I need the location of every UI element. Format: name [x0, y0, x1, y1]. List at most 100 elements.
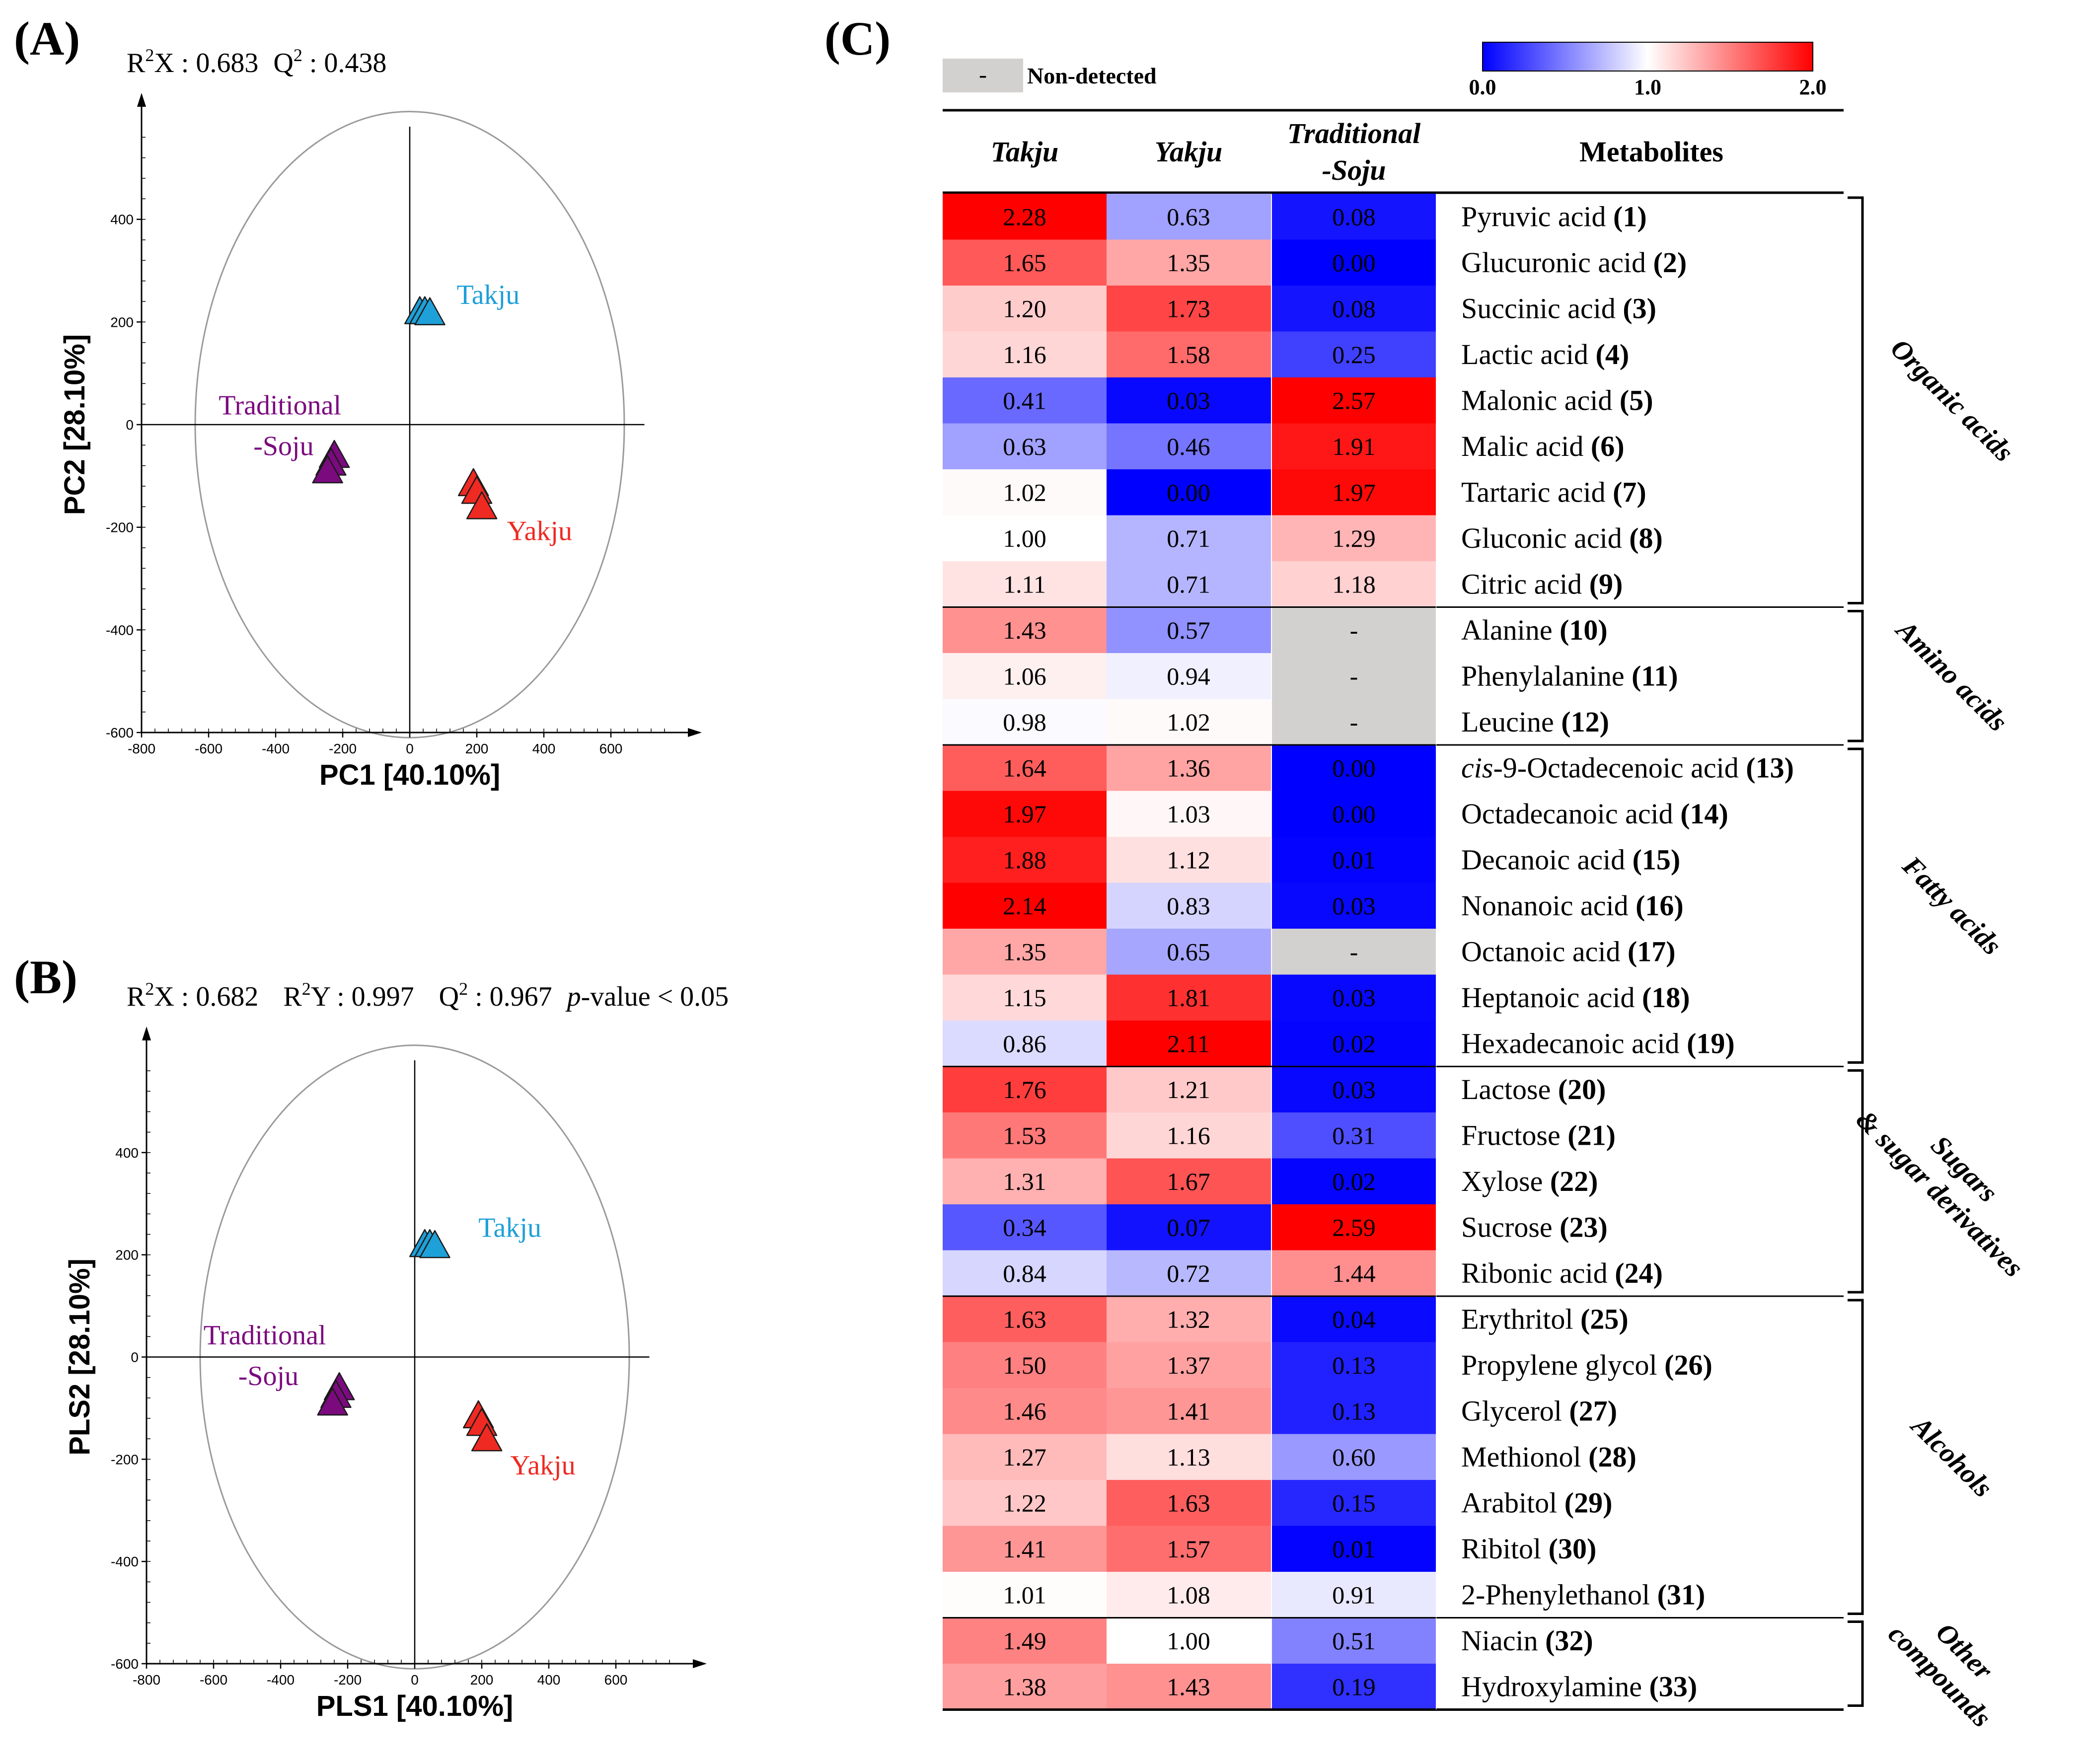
column-header-line2: -Soju: [1322, 154, 1386, 186]
heatmap-cell: [943, 1480, 1107, 1527]
metabolite-name: Gluconic acid (8): [1461, 522, 1663, 554]
heatmap-cell-value: 0.86: [1003, 1029, 1046, 1057]
heatmap-cell-value: 0.03: [1332, 892, 1376, 920]
heatmap-cell: [1107, 1480, 1271, 1527]
heatmap-cell: [1272, 1664, 1436, 1710]
heatmap-cell: [1107, 1066, 1271, 1113]
metabolite-name: Nonanoic acid (16): [1461, 889, 1684, 922]
y-tick-label: 0: [131, 1350, 139, 1365]
nd-swatch: [943, 59, 1023, 92]
heatmap-cell-value: 2.57: [1332, 386, 1376, 414]
heatmap-cell-value: 1.38: [1003, 1673, 1046, 1700]
group-label-line1: Traditional: [219, 390, 341, 421]
heatmap-cell: [1272, 515, 1436, 562]
heatmap-cell-value: 0.60: [1332, 1443, 1376, 1471]
heatmap-cell-value: 1.12: [1167, 846, 1210, 874]
heatmap-cell: [943, 469, 1107, 516]
heatmap-cell-value: 0.02: [1332, 1168, 1376, 1195]
heatmap-cell: [1107, 423, 1271, 470]
metabolite-name: Fructose (21): [1461, 1119, 1616, 1151]
heatmap-cell: [1272, 791, 1436, 837]
heatmap-cell-value: 0.51: [1332, 1627, 1376, 1655]
stats-line-b: R2X : 0.682 R2Y : 0.997 Q2 : 0.967 p-value …: [127, 979, 729, 1012]
column-header: Takju: [991, 136, 1058, 168]
heatmap-cell: [1272, 1066, 1436, 1113]
y-axis-arrow: [137, 93, 146, 107]
heatmap-cell-value: 1.35: [1167, 249, 1210, 277]
heatmap-cell: [1107, 331, 1271, 378]
group-label-line2: -Soju: [238, 1361, 298, 1392]
heatmap-cell-value: 0.83: [1167, 892, 1210, 920]
metabolite-name: Lactose (20): [1461, 1073, 1606, 1105]
group-label: Yakju: [507, 516, 572, 547]
heatmap-cell: [1272, 1112, 1436, 1159]
heatmap-cell: [1107, 469, 1271, 516]
heatmap-cell-value: -: [1350, 662, 1358, 690]
heatmap-cell: [1107, 882, 1271, 929]
heatmap-cell-value: 0.02: [1332, 1029, 1376, 1057]
nd-swatch-marker: -: [979, 62, 987, 88]
heatmap-cell: [943, 974, 1107, 1021]
heatmap-cell-value: 1.43: [1167, 1673, 1210, 1700]
x-tick-label: -400: [267, 1672, 295, 1688]
heatmap-cell-value: 2.28: [1003, 203, 1046, 230]
heatmap-cell: [1107, 1158, 1271, 1205]
metabolite-name: 2-Phenylethanol (31): [1461, 1578, 1705, 1611]
heatmap-cell: [943, 653, 1107, 700]
heatmap-cell: [1272, 607, 1436, 654]
heatmap-cell-value: 1.02: [1167, 708, 1210, 736]
group-bracket: [1848, 747, 1864, 1064]
heatmap-cell-value: 0.84: [1003, 1259, 1046, 1287]
y-tick-label: -600: [106, 725, 134, 740]
heatmap-cell: [1107, 929, 1271, 975]
heatmap-cell: [1272, 699, 1436, 745]
metabolite-heatmap: - Non-detected 0.0 1.0 2.0 Takju Yakju Traditio…: [943, 42, 2029, 1733]
heatmap-cell-value: 0.00: [1332, 800, 1376, 828]
heatmap-cell-value: 0.91: [1332, 1581, 1376, 1609]
heatmap-cell-value: 0.25: [1332, 341, 1376, 368]
group-label: Organic acids: [1884, 333, 2019, 468]
heatmap-cell: [1272, 1204, 1436, 1251]
stat-b-q2: 0.967: [490, 981, 552, 1012]
heatmap-cell: [1107, 974, 1271, 1021]
heatmap-cell: [1272, 1388, 1436, 1435]
column-header-line1: Traditional: [1287, 117, 1421, 149]
heatmap-cell: [943, 1388, 1107, 1435]
heatmap-cell-value: 0.71: [1167, 524, 1210, 552]
metabolite-name: Xylose (22): [1461, 1165, 1598, 1197]
heatmap-cell-value: 1.63: [1167, 1489, 1210, 1517]
heatmap-cell: [1272, 1296, 1436, 1343]
metabolite-name: Lactic acid (4): [1461, 338, 1629, 370]
heatmap-cell-value: 1.76: [1003, 1076, 1046, 1103]
heatmap-cell-value: 1.97: [1003, 800, 1046, 828]
y-axis-arrow: [142, 1027, 151, 1040]
heatmap-cell: [943, 1066, 1107, 1113]
stat-b-pval: < 0.05: [658, 981, 729, 1012]
heatmap-cell-value: -: [1350, 938, 1358, 965]
heatmap-cell: [943, 791, 1107, 837]
heatmap-cell-value: 0.41: [1003, 386, 1046, 414]
heatmap-cell-value: 1.27: [1003, 1443, 1046, 1471]
heatmap-cell-value: 0.72: [1167, 1259, 1210, 1287]
sample-point: [466, 491, 498, 519]
heatmap-cell-value: 0.19: [1332, 1673, 1376, 1700]
heatmap-cell-value: 1.44: [1332, 1259, 1376, 1287]
panel-label-c: (C): [824, 12, 891, 65]
heatmap-cell-value: 0.98: [1003, 708, 1046, 736]
heatmap-cell: [943, 423, 1107, 470]
heatmap-cell-value: 0.00: [1332, 249, 1376, 277]
sample-point: [317, 1387, 348, 1416]
heatmap-cell-value: 1.03: [1167, 800, 1210, 828]
y-tick-label: -200: [111, 1452, 139, 1467]
heatmap-cell: [1107, 1664, 1271, 1710]
heatmap-cell: [1107, 1296, 1271, 1343]
heatmap-cell: [1272, 561, 1436, 608]
x-tick-label: 200: [470, 1672, 494, 1688]
heatmap-cell: [1107, 607, 1271, 654]
heatmap-cell-value: 0.94: [1167, 662, 1210, 690]
x-tick-label: -600: [200, 1672, 227, 1688]
heatmap-cell-value: 0.03: [1167, 386, 1210, 414]
y-tick-label: 400: [115, 1145, 139, 1161]
colorbar: [1482, 42, 1813, 72]
